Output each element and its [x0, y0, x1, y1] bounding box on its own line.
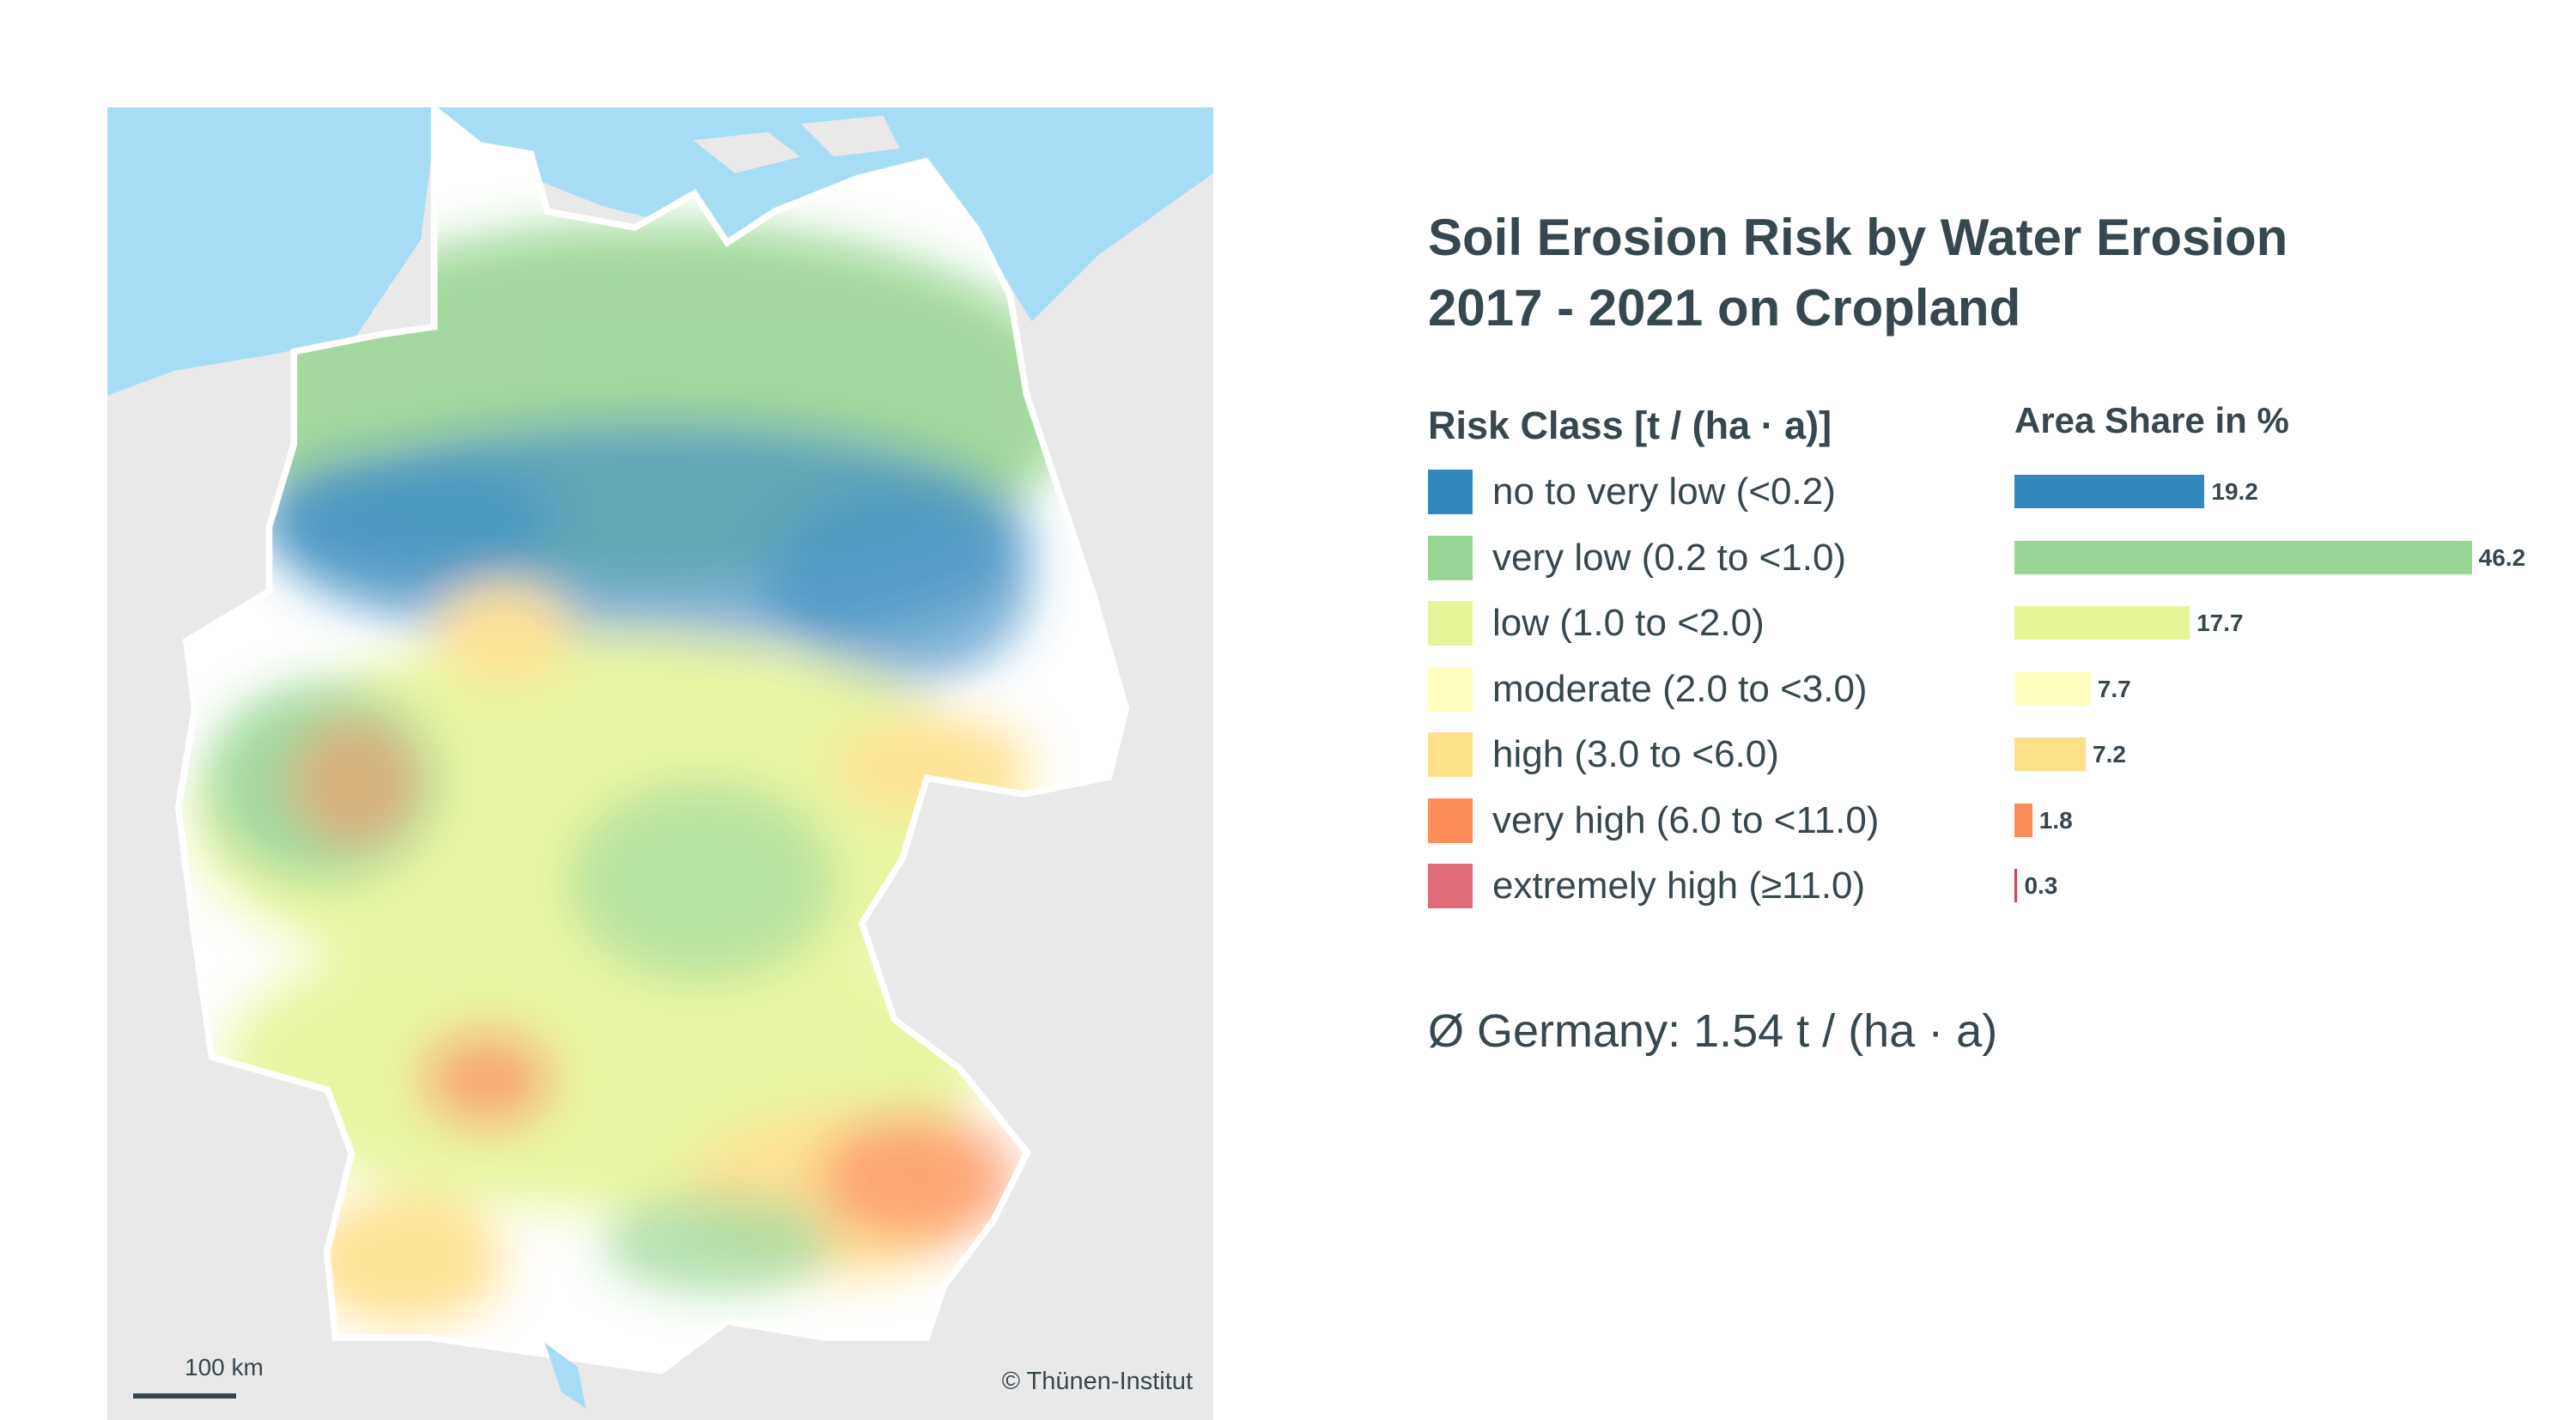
- legend-row: very high (6.0 to <11.0) 1.8: [1428, 798, 2544, 843]
- germany-average: Ø Germany: 1.54 t / (ha · a): [1428, 1005, 1998, 1057]
- legend-row: very low (0.2 to <1.0) 46.2: [1428, 535, 2544, 580]
- area-share-bar: [2014, 606, 2190, 640]
- legend-row: extremely high (≥11.0) 0.3: [1428, 864, 2544, 908]
- legend-label: extremely high (≥11.0): [1492, 865, 1866, 907]
- area-share-value: 1.8: [2038, 806, 2073, 834]
- area-share-value: 46.2: [2478, 543, 2526, 571]
- copyright-label: © Thünen-Institut: [1001, 1368, 1193, 1395]
- erosion-map: 100 km © Thünen-Institut: [107, 107, 1213, 1420]
- area-share-header: Area Share in %: [2014, 400, 2289, 440]
- scale-bar: [133, 1393, 236, 1399]
- area-share-value: 19.2: [2211, 478, 2258, 505]
- area-share-bar: [2014, 475, 2205, 508]
- area-share-bar: [2014, 671, 2091, 706]
- area-share-bar: [2014, 737, 2087, 771]
- area-share-value: 0.3: [2024, 872, 2058, 899]
- legend-label: low (1.0 to <2.0): [1492, 602, 1765, 644]
- legend-row: no to very low (<0.2) 19.2: [1428, 470, 2544, 514]
- legend-swatch: [1428, 470, 1473, 514]
- legend-swatch: [1428, 798, 1473, 843]
- legend-swatch: [1428, 666, 1473, 712]
- legend-swatch: [1428, 535, 1473, 580]
- area-share-value: 17.7: [2196, 610, 2244, 636]
- legend-swatch: [1428, 601, 1473, 646]
- legend-swatch: [1428, 732, 1473, 777]
- area-share-bar: [2014, 869, 2018, 902]
- legend-label: moderate (2.0 to <3.0): [1492, 667, 1868, 710]
- title-line-1: Soil Erosion Risk by Water Erosion: [1428, 209, 2288, 266]
- risk-class-header: Risk Class [t / (ha · a)]: [1428, 404, 1832, 447]
- area-share-bar: [2014, 540, 2472, 574]
- title-line-2: 2017 - 2021 on Cropland: [1428, 279, 2021, 337]
- area-share-value: 7.7: [2097, 675, 2131, 702]
- legend-row: low (1.0 to <2.0) 17.7: [1428, 601, 2544, 646]
- legend-label: very high (6.0 to <11.0): [1492, 798, 1880, 841]
- legend-label: very low (0.2 to <1.0): [1492, 536, 1847, 579]
- germany-map-graphic: [107, 107, 1213, 1409]
- area-share-value: 7.2: [2093, 741, 2126, 768]
- legend-swatch: [1428, 864, 1473, 908]
- area-share-bar: [2014, 803, 2032, 837]
- map-title: Soil Erosion Risk by Water Erosion 2017 …: [1428, 203, 2287, 343]
- legend-label: high (3.0 to <6.0): [1492, 733, 1779, 775]
- legend-label: no to very low (<0.2): [1492, 470, 1836, 513]
- scale-label: 100 km: [185, 1354, 264, 1381]
- legend-row: moderate (2.0 to <3.0) 7.7: [1428, 666, 2544, 712]
- legend-row: high (3.0 to <6.0) 7.2: [1428, 732, 2544, 777]
